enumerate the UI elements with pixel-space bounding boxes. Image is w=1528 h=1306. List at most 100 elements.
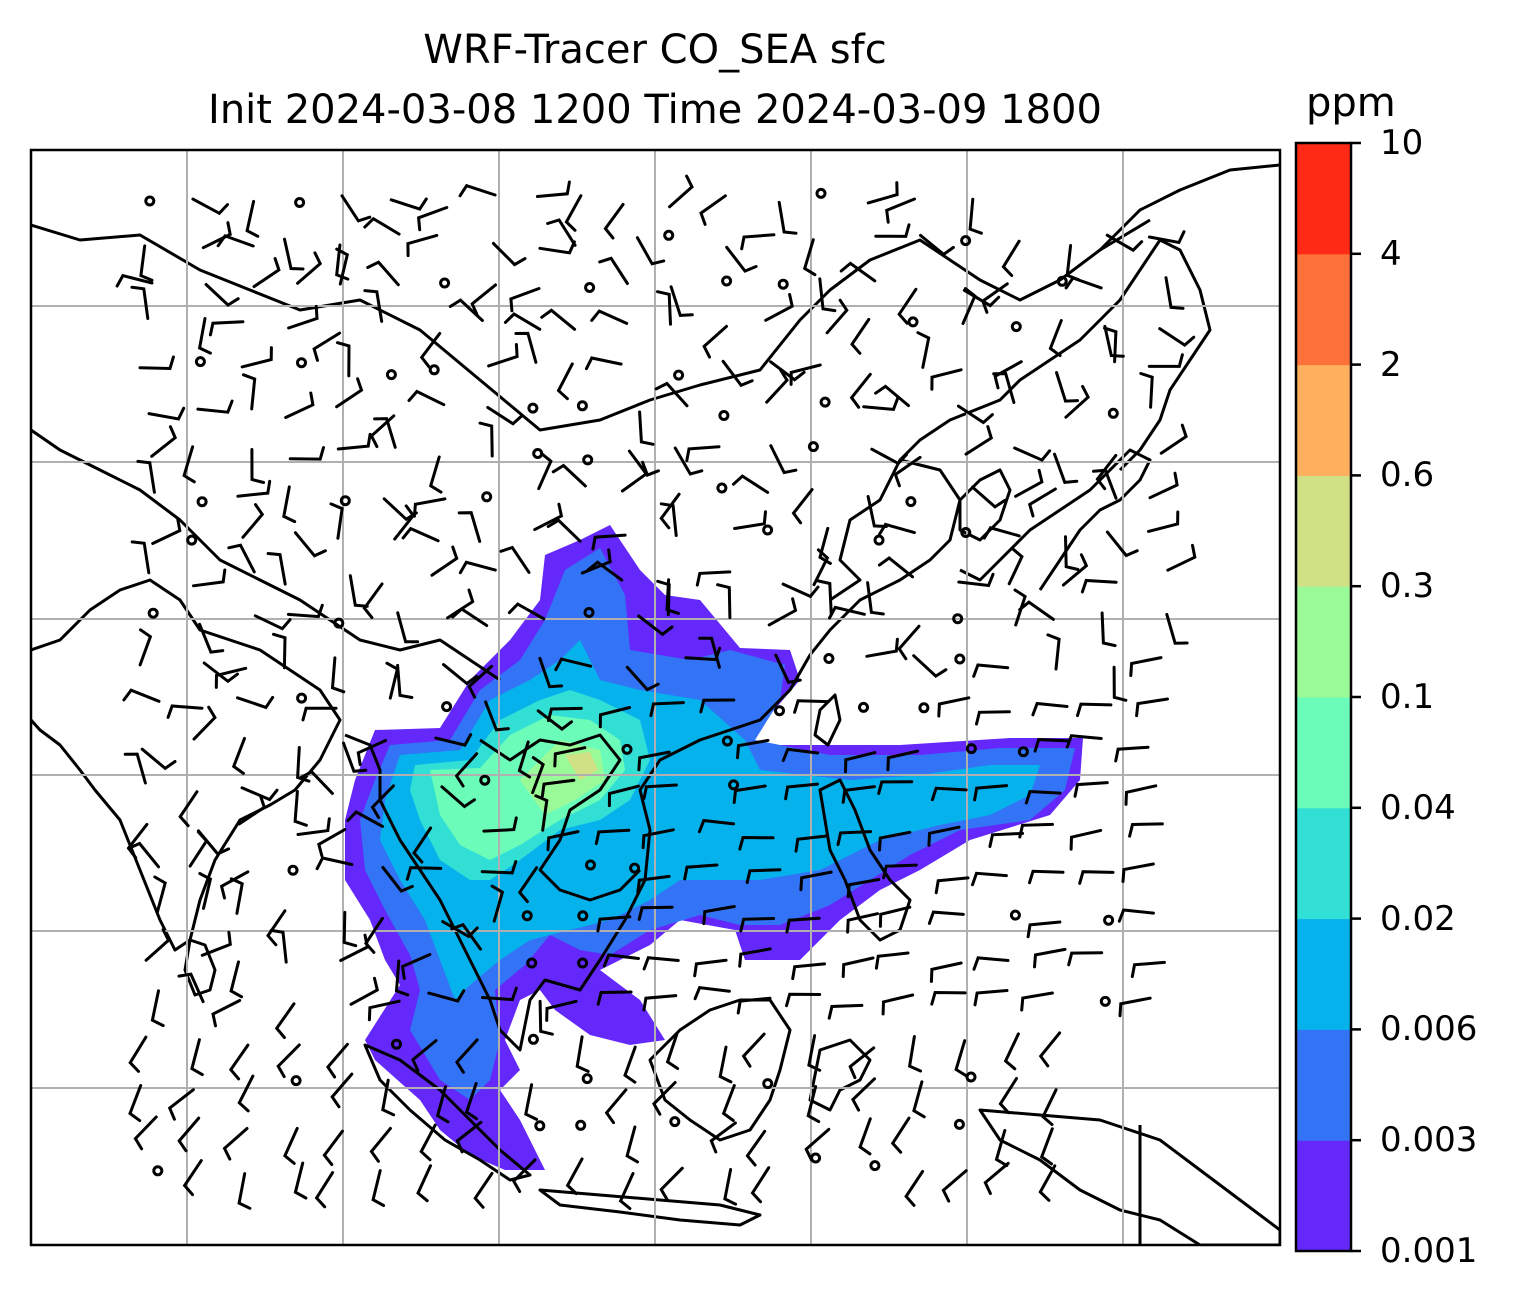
contour-0.3 [565,752,598,780]
coastline-indochina [344,458,962,1052]
wind-barb [454,752,479,788]
wind-barb [349,976,380,1006]
wind-barb [228,1043,250,1081]
wind-barb [198,872,213,910]
wind-barb [897,287,918,325]
wind-barb [336,341,351,378]
border-mainland-se [479,733,642,902]
calm-wind-marker [918,702,930,714]
wind-barb [841,956,875,978]
wind-barb [968,197,983,235]
colorbar-unit-label: ppm [1306,80,1396,126]
wind-barb [330,656,346,694]
wind-barb [794,834,830,853]
wind-barb [804,1127,831,1162]
wind-barb [293,1161,308,1200]
wind-barb [1055,371,1079,403]
calm-wind-marker [1010,321,1022,333]
wind-barb [487,343,519,368]
wind-barb [441,920,479,939]
wind-barb [236,479,272,498]
coastline-russia-border [31,218,1151,432]
wind-barb [540,308,577,331]
wind-barb [603,202,625,240]
wind-barb [356,739,388,767]
wind-barb [554,657,593,672]
wind-barb [642,956,680,971]
wind-barb [954,1039,968,1078]
wind-barb [732,784,767,804]
wind-barb [182,1159,203,1197]
calm-wind-marker [952,613,964,625]
wind-barb [580,548,612,575]
calm-wind-marker [439,277,451,289]
wind-barb [396,611,420,644]
wind-barb [211,999,242,1028]
wind-barb [192,705,217,741]
wind-barb [177,1116,201,1153]
wind-barb [907,1035,922,1073]
wind-barb [623,1045,637,1084]
wind-barb [473,1171,494,1209]
calm-wind-marker [339,495,351,507]
wind-barbs [115,174,1197,1210]
calm-wind-marker [774,705,785,717]
wind-barb [1166,543,1197,572]
wind-barb [288,446,325,461]
wind-barb [283,237,305,271]
wind-barb [322,1129,344,1167]
calm-wind-marker [1099,995,1111,1007]
wind-barb [916,331,931,369]
wind-barb [912,654,948,678]
calm-wind-marker [905,496,917,508]
wind-barb [139,244,154,282]
wind-barb [122,688,161,703]
wind-barb [293,789,308,827]
wind-barb [594,828,631,846]
wind-barb [428,455,443,494]
wind-barb [312,331,342,362]
wind-barb [818,277,837,313]
wind-barb [1112,665,1128,702]
wind-barb [637,614,674,637]
coastline-java [538,1188,762,1227]
wind-barb [363,289,384,323]
wind-barb [150,425,178,458]
wind-barb [604,1088,628,1125]
wind-barb [849,372,872,409]
wind-barb [1064,384,1090,419]
wind-barb [241,503,265,539]
wind-barb [208,320,245,337]
colorbar-tick-label: 0.3 [1380,566,1435,607]
colorbar-segment [1296,1029,1351,1141]
wind-barb [538,240,576,255]
wind-barb [362,582,384,620]
wind-barb [482,816,518,833]
wind-barb [250,448,266,484]
wind-barb [636,874,671,894]
wind-barb [1148,471,1179,500]
wind-barb [919,233,955,257]
wind-barb [596,915,632,933]
colorbar-segment [1296,143,1351,255]
wind-barb [219,870,250,900]
wind-barb [416,1164,432,1203]
wind-barb [491,241,527,267]
wind-barb [789,363,822,386]
wind-barb [346,810,384,828]
wind-barb [340,194,372,223]
wind-barb [517,866,539,904]
wind-barb [1038,1031,1062,1068]
calm-wind-marker [527,1033,539,1045]
wind-barb [781,747,820,762]
wind-barb [412,826,433,864]
wind-barb [699,194,727,226]
wind-barb [276,1043,301,1079]
wind-barb [1041,1088,1058,1126]
wind-barb [930,368,963,391]
wind-barb [777,200,798,235]
wind-barb [524,1083,539,1121]
wind-barb [138,355,175,371]
wind-barb [816,579,833,615]
calm-wind-marker [953,1118,965,1130]
